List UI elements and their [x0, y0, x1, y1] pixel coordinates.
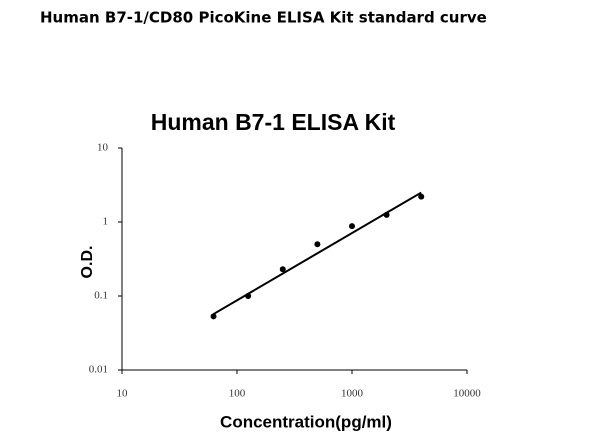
- y-tick-label: 0.1: [94, 290, 108, 302]
- data-point: [383, 211, 390, 218]
- y-tick-label: 10: [97, 142, 109, 154]
- chart-title: Human B7-1 ELISA Kit: [151, 109, 396, 135]
- y-tick-label: 0.01: [89, 364, 108, 376]
- x-axis-label: Concentration(pg/ml): [220, 412, 392, 431]
- data-point: [210, 313, 217, 320]
- page-heading: Human B7-1/CD80 PicoKine ELISA Kit stand…: [40, 9, 487, 27]
- data-point: [314, 241, 321, 248]
- x-tick-label: 10000: [453, 388, 481, 400]
- data-point: [418, 193, 425, 200]
- x-tick-label: 100: [229, 388, 246, 400]
- x-tick-label: 10: [117, 388, 129, 400]
- data-point: [245, 293, 252, 299]
- y-tick-label: 1: [103, 216, 109, 228]
- data-point: [279, 266, 286, 273]
- fit-line: [213, 191, 422, 315]
- x-tick-label: 1000: [341, 388, 364, 400]
- y-axis-label: O.D.: [79, 246, 96, 279]
- data-point: [349, 223, 355, 230]
